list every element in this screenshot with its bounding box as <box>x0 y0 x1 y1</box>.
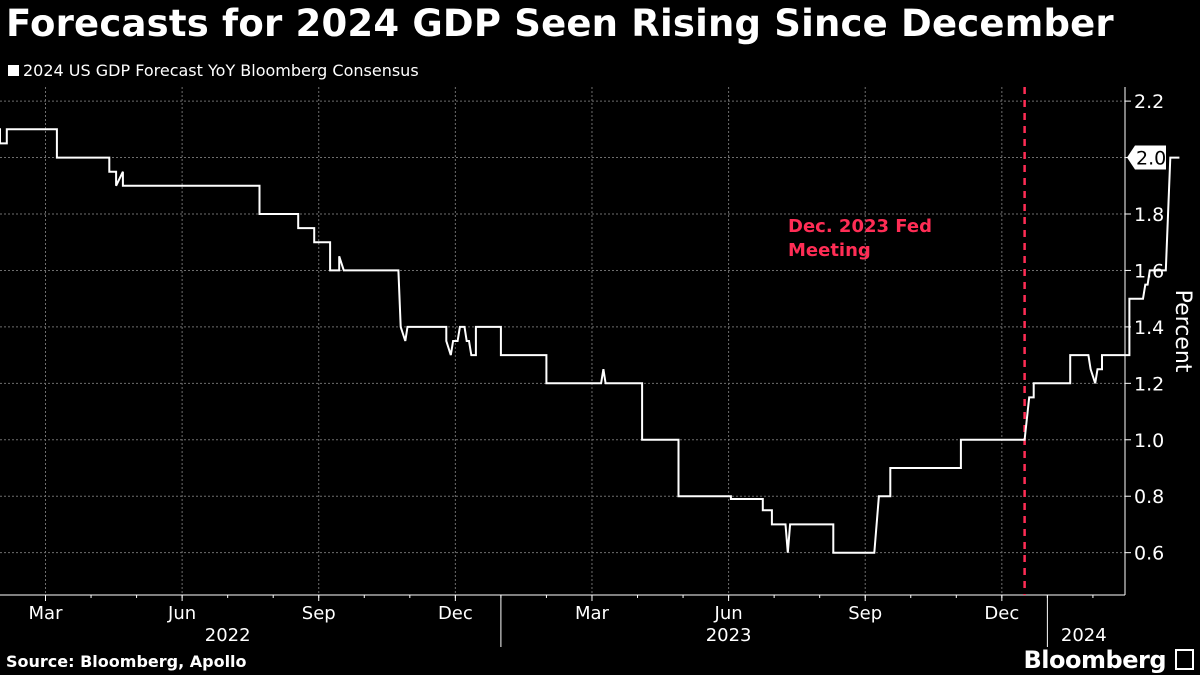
annotation-label: Meeting <box>788 240 871 261</box>
y-tick-label: 0.6 <box>1134 543 1164 565</box>
last-value-label: 2.0 <box>1136 148 1166 170</box>
legend-label: 2024 US GDP Forecast YoY Bloomberg Conse… <box>23 61 419 80</box>
x-tick-label: Jun <box>167 603 196 624</box>
year-label: 2024 <box>1061 625 1107 646</box>
grid <box>0 87 1125 595</box>
year-label: 2023 <box>706 625 752 646</box>
gdp-forecast-line <box>0 128 1180 554</box>
bloomberg-logo-box <box>1175 649 1194 670</box>
x-tick-label: Dec <box>984 603 1019 624</box>
y-tick-label: 1.6 <box>1134 260 1164 282</box>
tick-labels: 0.6 0.8 1.0 1.2 1.4 1.6 1.8 2.0 2.2 Mar Jun Sep Dec M… <box>29 91 1195 646</box>
x-tick-label: Sep <box>302 603 336 624</box>
source-note: Source: Bloomberg, Apollo <box>6 652 247 671</box>
y-axis-title: Percent <box>1170 290 1195 373</box>
y-tick-label: 1.4 <box>1134 317 1164 339</box>
bloomberg-logo: Bloomberg <box>1023 646 1167 674</box>
axes <box>0 87 1131 647</box>
chart-title: Forecasts for 2024 GDP Seen Rising Since… <box>6 2 1114 45</box>
y-tick-label: 1.0 <box>1134 430 1164 452</box>
x-tick-label: Mar <box>575 603 610 624</box>
last-value-badge <box>1127 145 1166 170</box>
y-tick-label: 0.8 <box>1134 486 1164 508</box>
year-label: 2022 <box>205 625 251 646</box>
y-tick-label: 1.2 <box>1134 373 1164 395</box>
y-tick-label: 2.2 <box>1134 91 1164 113</box>
annotation-label: Dec. 2023 Fed <box>788 216 932 237</box>
y-tick-label: 1.8 <box>1134 204 1164 226</box>
x-tick-label: Dec <box>438 603 473 624</box>
x-tick-label: Sep <box>848 603 882 624</box>
x-tick-label: Jun <box>714 603 743 624</box>
series-group <box>0 128 1180 554</box>
x-tick-label: Mar <box>29 603 64 624</box>
legend-swatch <box>8 65 19 76</box>
legend: 2024 US GDP Forecast YoY Bloomberg Conse… <box>8 61 419 80</box>
annotation-group: Dec. 2023 Fed Meeting <box>788 87 1026 595</box>
